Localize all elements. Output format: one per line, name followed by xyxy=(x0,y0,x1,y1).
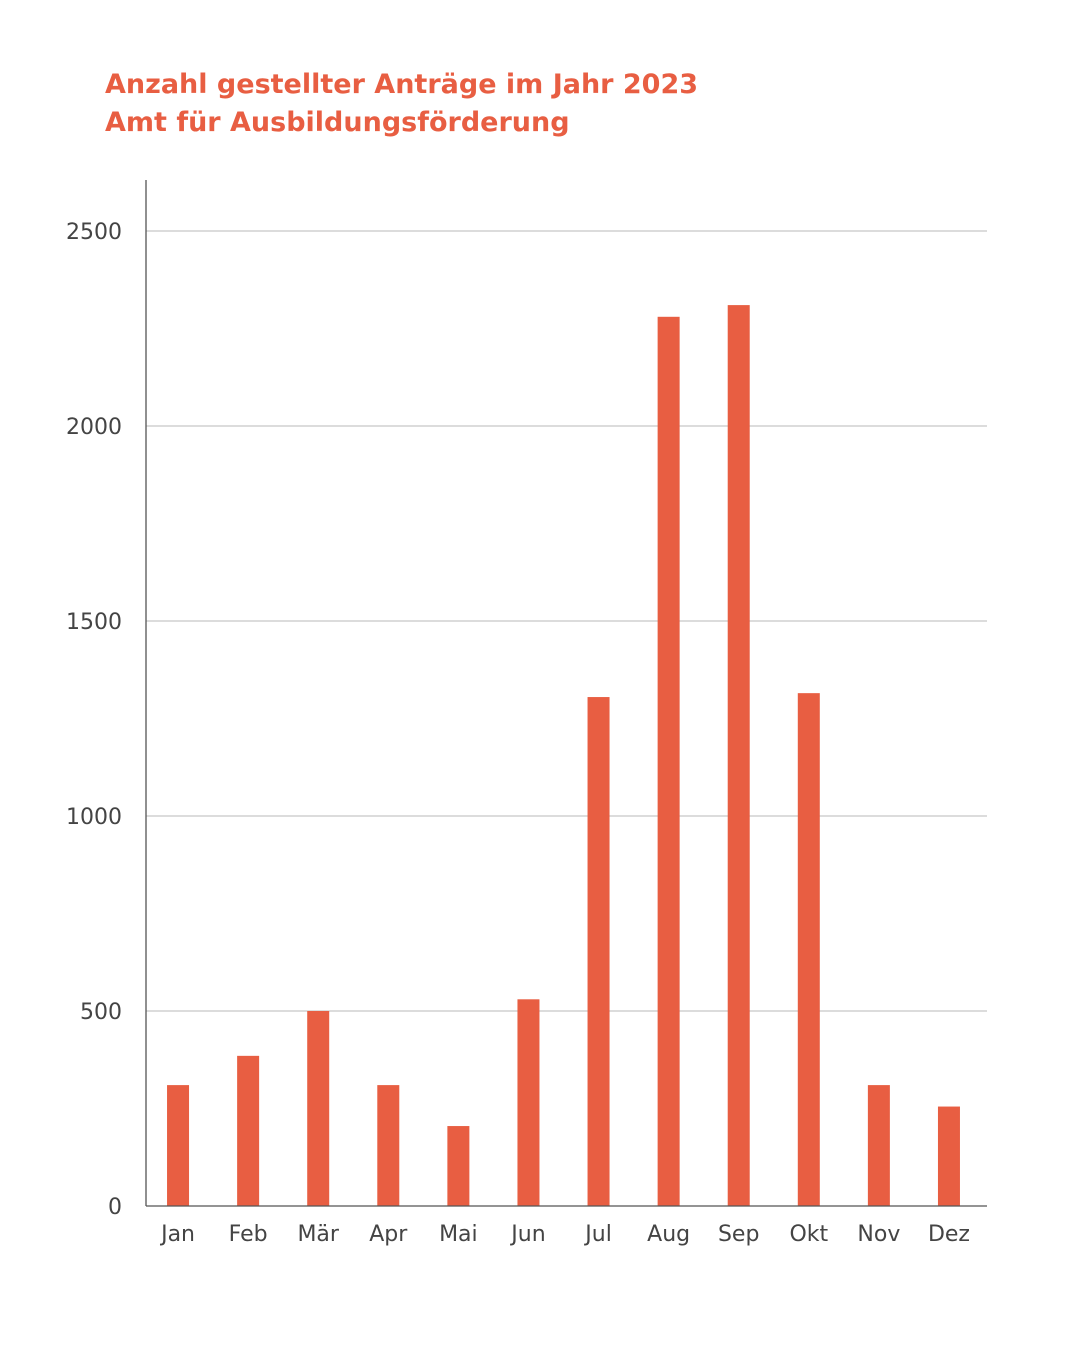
y-tick-label: 0 xyxy=(108,1195,122,1220)
bar xyxy=(237,1055,260,1206)
x-tick-label: Okt xyxy=(789,1222,828,1247)
x-tick-label: Mär xyxy=(297,1222,339,1247)
x-tick-label: Jan xyxy=(159,1222,195,1247)
y-tick-label: 1500 xyxy=(66,610,122,635)
bar xyxy=(517,999,540,1206)
title-line: Anzahl gestellter Anträge im Jahr 2023 xyxy=(105,69,699,100)
bar xyxy=(377,1085,400,1206)
bar xyxy=(307,1011,330,1206)
x-tick-labels: Jan Feb Mär Apr Mai Jun Jul Aug Sep Okt Nov Dez xyxy=(159,1222,970,1247)
bars xyxy=(167,305,960,1207)
y-tick-label: 1000 xyxy=(66,805,122,830)
x-tick-label: Mai xyxy=(439,1222,478,1247)
bar xyxy=(797,693,820,1206)
y-tick-label: 2500 xyxy=(66,220,122,245)
gridlines xyxy=(146,230,987,1012)
bar xyxy=(167,1085,190,1206)
x-tick-label: Aug xyxy=(647,1222,690,1247)
y-tick-labels: 0 500 1000 1500 2000 2500 xyxy=(66,220,122,1220)
bar xyxy=(727,305,750,1207)
chart-title: Anzahl gestellter Anträge im Jahr 2023 A… xyxy=(105,66,1005,142)
x-tick-label: Nov xyxy=(857,1222,900,1247)
x-tick-label: Apr xyxy=(369,1222,408,1247)
axes xyxy=(145,180,987,1207)
subtitle-line: Amt für Ausbildungsförderung xyxy=(105,107,570,138)
bar xyxy=(447,1126,470,1206)
bar xyxy=(587,697,610,1206)
bar xyxy=(657,316,680,1206)
y-tick-label: 2000 xyxy=(66,415,122,440)
x-tick-label: Feb xyxy=(229,1222,268,1247)
x-tick-label: Dez xyxy=(928,1222,970,1247)
bar xyxy=(867,1085,890,1206)
y-tick-label: 500 xyxy=(80,1000,122,1025)
bar xyxy=(937,1106,960,1206)
x-tick-label: Jun xyxy=(509,1222,545,1247)
x-tick-label: Jul xyxy=(583,1222,612,1247)
x-tick-label: Sep xyxy=(718,1222,759,1247)
